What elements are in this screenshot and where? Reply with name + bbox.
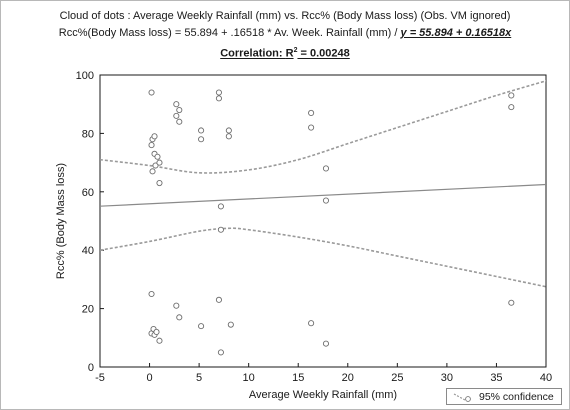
data-point	[156, 337, 163, 344]
data-point	[215, 296, 222, 303]
chart-titles: Cloud of dots : Average Weekly Rainfall …	[0, 8, 570, 63]
correlation-sup: 2	[293, 47, 298, 54]
x-tick-label: 5	[196, 372, 202, 384]
y-tick-label: 40	[82, 245, 94, 257]
chart-subtitle: Rcc%(Body Mass loss) = 55.894 + .16518 *…	[0, 25, 570, 42]
legend: 95% confidence	[446, 388, 562, 405]
y-tick-label: 20	[82, 304, 94, 316]
confidence-lower-line	[100, 227, 546, 288]
correlation-r: R	[285, 47, 294, 60]
x-tick-label: 30	[441, 372, 453, 384]
regression-equation: y = 55.894 + 0.16518x	[400, 27, 512, 39]
data-point	[227, 321, 234, 328]
data-point	[198, 136, 205, 143]
x-tick-label: 0	[146, 372, 152, 384]
correlation-prefix: Correlation:	[220, 47, 286, 60]
data-point	[198, 323, 205, 330]
data-point	[148, 142, 155, 149]
data-point	[198, 127, 205, 134]
data-point	[508, 92, 515, 99]
data-point	[151, 133, 158, 140]
data-point	[176, 106, 183, 114]
regression-formula: Rcc%(Body Mass loss) = 55.894 + .16518 *…	[58, 27, 401, 39]
regression-line	[100, 183, 546, 207]
data-point	[149, 168, 156, 175]
data-point	[322, 197, 330, 204]
data-point	[508, 104, 515, 111]
data-point	[508, 299, 515, 306]
data-point	[215, 95, 222, 102]
x-tick-label: 35	[490, 372, 502, 384]
x-tick-label: 15	[292, 372, 304, 384]
data-point	[176, 118, 183, 125]
data-point	[308, 320, 315, 327]
correlation-label: Correlation: R2 = 0.00248	[0, 42, 570, 63]
data-point	[148, 290, 155, 298]
data-point	[173, 112, 180, 119]
legend-label: 95% confidence	[479, 390, 554, 403]
chart-title: Cloud of dots : Average Weekly Rainfall …	[59, 10, 511, 22]
data-point	[176, 314, 183, 321]
data-point	[152, 162, 159, 169]
correlation-value: = 0.00248	[297, 47, 350, 60]
data-point	[148, 89, 155, 96]
data-point	[322, 340, 330, 347]
data-point	[225, 133, 232, 140]
data-point	[173, 302, 180, 309]
legend-swatch	[453, 392, 471, 402]
data-point	[156, 159, 163, 166]
data-point	[322, 165, 330, 172]
x-tick-label: 20	[342, 372, 354, 384]
y-axis-label: Rcc% (Body Mass loss)	[55, 163, 67, 279]
data-point	[225, 127, 232, 134]
y-tick-label: 100	[76, 70, 94, 82]
y-tick-label: 0	[88, 362, 94, 374]
data-point	[215, 89, 222, 96]
plot-area	[99, 74, 547, 368]
confidence-upper-line	[100, 80, 546, 174]
x-tick-label: -5	[95, 372, 105, 384]
data-point	[308, 124, 315, 131]
data-point	[153, 328, 160, 336]
data-point	[156, 179, 163, 187]
y-tick-label: 60	[82, 187, 94, 199]
data-point	[217, 226, 224, 233]
x-tick-label: 25	[391, 372, 403, 384]
data-point	[217, 349, 224, 356]
data-point	[173, 101, 180, 108]
x-axis-label: Average Weekly Rainfall (mm)	[249, 389, 397, 401]
data-point	[308, 109, 315, 117]
x-tick-label: 10	[243, 372, 255, 384]
data-point	[217, 203, 224, 210]
y-tick-label: 80	[82, 128, 94, 140]
data-point	[154, 153, 161, 160]
x-tick-label: 40	[540, 372, 552, 384]
